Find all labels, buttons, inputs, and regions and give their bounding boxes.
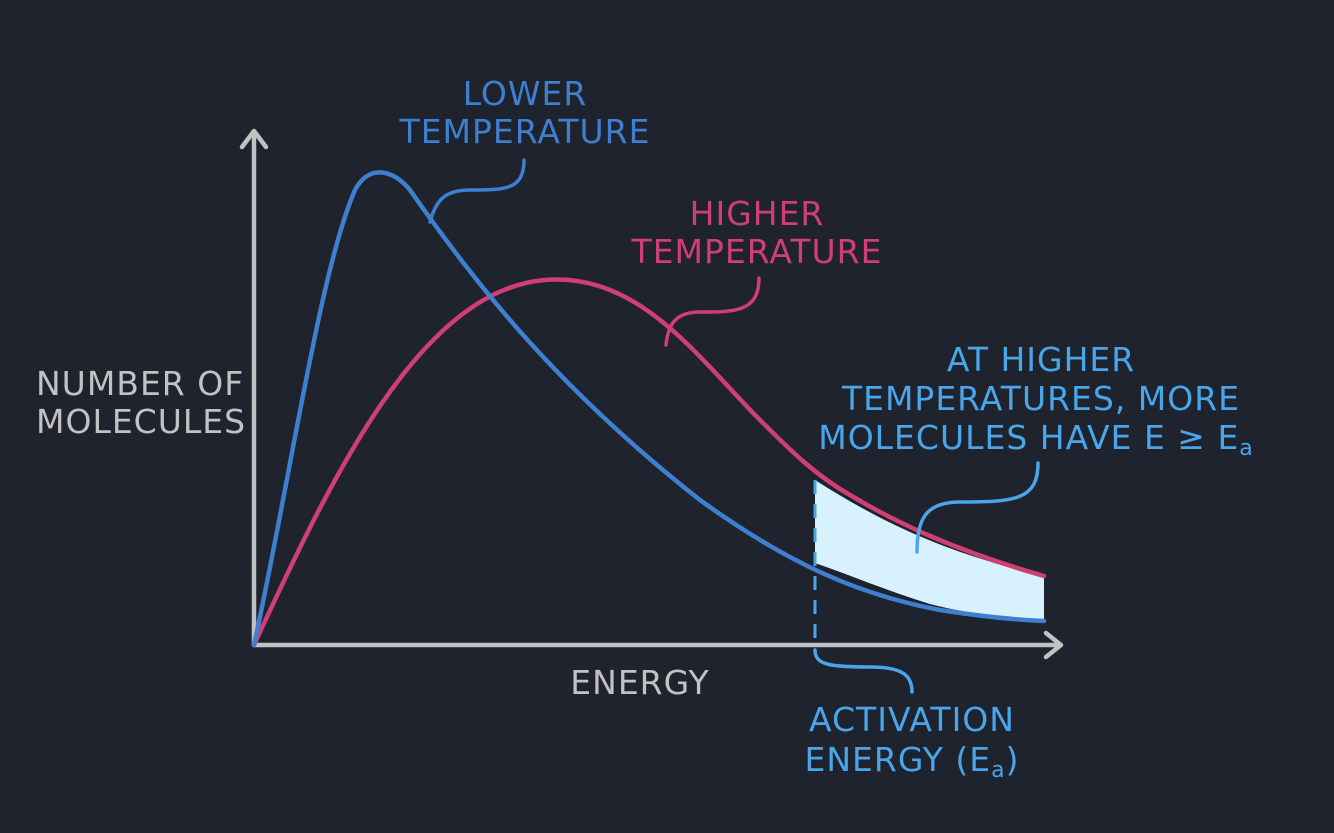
axes <box>239 128 1064 660</box>
activation-energy-label-line2-text: ENERGY (E <box>805 740 992 779</box>
x-axis-label: ENERGY <box>570 663 709 702</box>
activation-energy-connector <box>813 648 914 694</box>
note-label-line1: AT HIGHER <box>947 340 1135 379</box>
lower-temperature-connector <box>428 158 526 224</box>
lower-temperature-curve <box>251 170 1047 648</box>
note-label-line2: TEMPERATURES, MORE <box>841 379 1240 418</box>
activation-energy-label-line2-close: ) <box>1006 740 1020 779</box>
activation-energy-label-line1: ACTIVATION <box>809 700 1015 739</box>
higher-temperature-label-line1: HIGHER <box>690 194 825 233</box>
y-axis-label-line2: MOLECULES <box>36 402 246 441</box>
lower-temperature-label-line2: TEMPERATURE <box>399 112 651 151</box>
note-label-line3-subscript: a <box>1239 436 1253 461</box>
higher-temperature-connector <box>664 276 761 347</box>
activation-energy-label-line2: ENERGY (Ea) <box>805 740 1020 783</box>
lower-temperature-label-line1: LOWER <box>463 74 588 113</box>
activation-energy-label-line2-subscript: a <box>991 758 1005 783</box>
note-connector <box>915 461 1040 554</box>
note-label-line3-text: MOLECULES HAVE E ≥ E <box>818 418 1239 457</box>
y-axis-arrowhead <box>239 128 269 150</box>
higher-temperature-curve <box>251 277 1047 648</box>
shaded-area-above-activation-energy <box>815 480 1044 620</box>
x-axis-arrowhead <box>1043 630 1064 660</box>
higher-temperature-label-line2: TEMPERATURE <box>631 232 883 271</box>
y-axis-label-line1: NUMBER OF <box>36 364 244 403</box>
note-label-line3: MOLECULES HAVE E ≥ Ea <box>818 418 1254 461</box>
